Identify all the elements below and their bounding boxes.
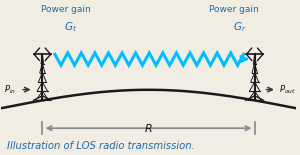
- Text: Power gain: Power gain: [41, 5, 91, 14]
- Text: Power gain: Power gain: [209, 5, 259, 14]
- Text: Illustration of LOS radio transmission.: Illustration of LOS radio transmission.: [7, 141, 195, 151]
- Text: $P_{in}$: $P_{in}$: [4, 83, 16, 96]
- Text: $G_t$: $G_t$: [64, 21, 77, 34]
- Text: $P_{out}$: $P_{out}$: [279, 83, 296, 96]
- Text: $G_r$: $G_r$: [233, 21, 247, 34]
- Text: $R$: $R$: [144, 122, 153, 134]
